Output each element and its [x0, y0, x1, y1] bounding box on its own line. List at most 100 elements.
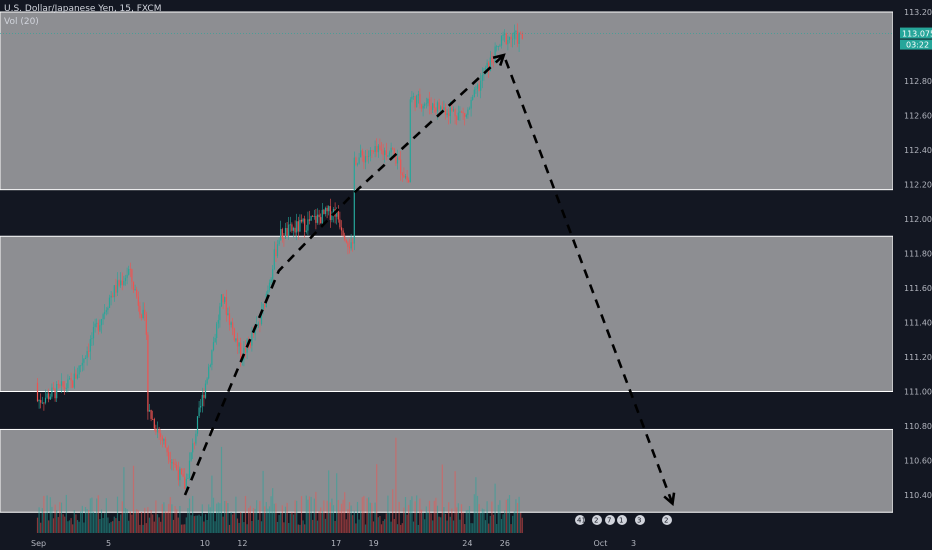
volume-bar-283	[490, 516, 491, 533]
time-axis[interactable]: Sep 5 10 12 17 19 24 26 Oct 3	[0, 536, 932, 550]
volume-bar-204	[363, 496, 364, 533]
candle-body-203	[362, 150, 363, 155]
volume-bar-282	[488, 524, 489, 533]
volume-bar-246	[431, 513, 432, 533]
volume-bar-274	[475, 477, 476, 533]
candle-body-106	[207, 379, 208, 384]
candle-body-262	[456, 116, 457, 120]
volume-bar-205	[365, 525, 366, 533]
candle-body-169	[307, 219, 308, 230]
candle-body-241	[423, 106, 424, 109]
price-tick-13: 110.600	[904, 457, 932, 466]
volume-bar-29	[83, 523, 84, 533]
candle-body-58	[130, 269, 131, 270]
candle-body-218	[386, 150, 387, 156]
volume-bar-273	[474, 494, 475, 533]
volume-bar-286	[495, 484, 496, 533]
time-tick-3: 12	[237, 539, 247, 548]
volume-bar-222	[392, 489, 393, 533]
volume-bar-225	[397, 524, 398, 533]
volume-bar-25	[77, 520, 78, 533]
candle-body-16	[63, 381, 64, 387]
volume-bar-166	[303, 520, 304, 533]
candle-body-21	[71, 378, 72, 380]
symbol-title[interactable]: U.S. Dollar/Japanese Yen, 15, FXCM	[4, 3, 161, 16]
volume-bar-170	[309, 496, 310, 533]
candle-body-303	[522, 34, 523, 39]
volume-bar-178	[322, 511, 323, 533]
candle-body-125	[237, 338, 238, 346]
volume-bar-64	[139, 525, 140, 533]
candle-body-196	[351, 242, 352, 248]
volume-bar-122	[232, 514, 233, 533]
volume-bar-291	[503, 514, 504, 533]
candle-body-42	[104, 312, 105, 314]
volume-bar-51	[119, 521, 120, 533]
candle-body-300	[517, 31, 518, 44]
volume-bar-214	[379, 516, 380, 533]
candle-body-268	[466, 115, 467, 117]
volume-bar-183	[330, 502, 331, 533]
volume-bar-243	[426, 506, 427, 533]
event-badge-label-5: 2	[664, 517, 668, 525]
candle-body-50	[117, 280, 118, 292]
volume-indicator-label[interactable]: Vol (20)	[4, 16, 161, 29]
candle-body-4	[43, 403, 44, 404]
candle-body-34	[91, 338, 92, 339]
event-badges[interactable]: 41 2 7 1 3 2	[575, 515, 672, 525]
candle-body-77	[160, 433, 161, 437]
volume-bar-7	[48, 520, 49, 533]
volume-bar-69	[147, 507, 148, 533]
candle-body-109	[211, 350, 212, 365]
volume-bar-30	[85, 507, 86, 533]
price-tick-12: 110.800	[904, 422, 932, 431]
candle-body-7	[48, 393, 49, 399]
candle-body-230	[405, 176, 406, 177]
price-axis[interactable]: 113.200 112.800 112.600 112.400 112.200 112.0…	[893, 0, 932, 550]
candle-body-20	[69, 378, 70, 379]
volume-bar-84	[171, 504, 172, 533]
volume-bar-287	[496, 524, 497, 533]
volume-bar-48	[114, 517, 115, 533]
candle-body-116	[223, 294, 224, 302]
volume-bar-88	[178, 518, 179, 533]
volume-bar-173	[314, 499, 315, 533]
volume-bar-263	[458, 503, 459, 533]
candle-body-76	[159, 429, 160, 433]
candle-body-279	[483, 74, 484, 75]
volume-bar-99	[195, 516, 196, 533]
volume-bar-21	[71, 518, 72, 533]
candle-body-87	[176, 465, 177, 470]
volume-bar-208	[370, 503, 371, 533]
candle-body-194	[347, 242, 348, 246]
candle-body-118	[226, 297, 227, 315]
volume-bar-195	[349, 502, 350, 533]
candle-body-281	[487, 63, 488, 68]
volume-bar-110	[213, 498, 214, 533]
volume-bar-226	[399, 502, 400, 533]
volume-bar-228	[402, 523, 403, 533]
candle-body-30	[85, 358, 86, 359]
volume-bar-235	[413, 522, 414, 533]
volume-bar-182	[328, 470, 329, 533]
candle-body-236	[415, 96, 416, 107]
volume-bar-165	[301, 496, 302, 533]
candle-body-51	[119, 280, 120, 285]
candle-body-86	[175, 464, 176, 465]
volume-bar-83	[170, 497, 171, 533]
candle-body-233	[410, 99, 411, 182]
volume-bar-258	[450, 517, 451, 533]
candle-body-286	[495, 46, 496, 62]
volume-bar-130	[245, 496, 246, 533]
volume-bar-101	[199, 515, 200, 533]
candle-body-108	[210, 365, 211, 367]
volume-bar-271	[471, 523, 472, 533]
volume-bar-120	[229, 525, 230, 533]
candle-body-243	[426, 103, 427, 104]
volume-bar-188	[338, 500, 339, 533]
volume-bar-193	[346, 519, 347, 533]
candle-body-54	[123, 281, 124, 285]
volume-bar-190	[341, 504, 342, 533]
